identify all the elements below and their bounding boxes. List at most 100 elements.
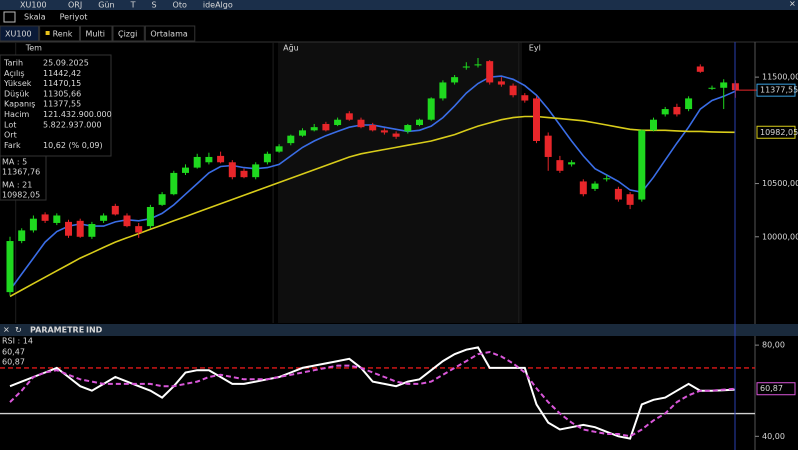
candle-body: [404, 125, 412, 132]
y-tick-label: 11500,00: [762, 73, 798, 82]
candle-body: [322, 123, 330, 131]
candle-body: [299, 130, 306, 136]
candle-body: [509, 85, 517, 96]
candle-body: [6, 241, 14, 293]
indicator-bar: [0, 324, 798, 336]
tab[interactable]: [0, 25, 40, 42]
info-label: Kapanış: [4, 100, 35, 109]
indicator-subtitle: IND: [86, 326, 103, 335]
candle-body: [614, 188, 622, 200]
candle-body: [263, 153, 271, 163]
candle-body: [556, 160, 564, 171]
info-value: 25.09.2025: [43, 59, 89, 68]
candle-body: [579, 181, 587, 195]
candle-body: [369, 125, 377, 131]
toolbar-item[interactable]: Gün: [98, 1, 114, 10]
info-label: Düşük: [4, 89, 29, 98]
y-tick-label: 10500,00: [762, 179, 798, 188]
candle-body: [100, 215, 108, 221]
candle-body: [228, 162, 236, 178]
candle-body: [29, 218, 37, 231]
candle-body: [638, 130, 646, 200]
candle-body: [661, 109, 669, 115]
candle-body: [474, 64, 482, 66]
symbol[interactable]: XU100: [20, 1, 47, 10]
info-value: 11470,15: [43, 79, 81, 88]
candle-body: [439, 82, 447, 99]
candle-body: [146, 206, 154, 227]
candle-body: [591, 183, 599, 189]
rsi-legend-value: 60,87: [2, 358, 25, 367]
menu-item[interactable]: Skala: [24, 13, 46, 22]
candle-body: [380, 130, 388, 133]
info-box: [0, 54, 112, 157]
tab-label[interactable]: Renk: [53, 30, 73, 39]
value-box: [756, 382, 796, 396]
candle-body: [205, 156, 213, 163]
menu-item[interactable]: Periyot: [60, 13, 88, 22]
value-box: [756, 83, 796, 97]
toolbar-item[interactable]: ORJ: [68, 1, 82, 10]
info-value: 11305,66: [43, 89, 81, 98]
candle-body: [65, 221, 72, 236]
y-tick-label: 10000,00: [762, 232, 798, 241]
toolbar: [0, 0, 798, 10]
candle-body: [88, 224, 96, 237]
candle-body: [287, 135, 295, 144]
tab[interactable]: [112, 25, 145, 42]
close-button[interactable]: ✕: [789, 0, 796, 9]
info-value: 11442,42: [43, 69, 81, 78]
candle-body: [673, 106, 681, 115]
ma-legend-value: 11367,76: [2, 168, 40, 177]
toolbar-item[interactable]: S: [151, 1, 156, 10]
rsi-legend-value: 60,47: [2, 348, 25, 357]
candle-body: [720, 82, 728, 88]
candle-body: [497, 81, 505, 85]
value-box-label: 11377,55: [760, 86, 798, 95]
tab-label[interactable]: Multi: [85, 30, 105, 39]
candle-body: [650, 119, 657, 131]
info-value: 11377,55: [43, 100, 81, 109]
tab-label[interactable]: XU100: [5, 30, 32, 39]
series-line: [9, 346, 736, 440]
tab[interactable]: [39, 25, 80, 42]
candle-body: [53, 215, 61, 223]
tab[interactable]: [144, 25, 196, 42]
toolbar-item[interactable]: T: [130, 1, 136, 10]
candle-body: [416, 119, 423, 126]
candle-body: [310, 127, 318, 131]
candle-body: [18, 230, 26, 242]
candle-body: [345, 113, 353, 120]
info-label: Ort: [4, 131, 17, 140]
close-icon[interactable]: ✕: [3, 326, 10, 335]
info-label: Fark: [4, 141, 21, 150]
save-icon[interactable]: [3, 11, 16, 23]
candle-body: [486, 61, 494, 83]
toolbar-item[interactable]: Oto: [173, 1, 187, 10]
info-label: Açılış: [4, 69, 25, 78]
x-tick-label: Ağu: [283, 44, 299, 53]
candle-body: [696, 66, 704, 72]
value-box-label: 10982,05: [760, 128, 798, 137]
x-tick-label: Tem: [25, 44, 42, 53]
tab-label[interactable]: Çizgi: [118, 30, 137, 39]
candle-body: [76, 220, 84, 237]
ma-legend-name: MA : 5: [2, 158, 27, 167]
candle-body: [158, 194, 166, 205]
info-rows: Tarih 25.09.2025 Açılış 11442,42 Yüksek 11470…: [3, 59, 112, 150]
price-chart: 11500,00 10500,00 10000,00 Tem Ağu Eyl 11377,5…: [6, 42, 798, 323]
ma-legend-value: 10982,05: [2, 191, 40, 200]
candle-body: [170, 172, 178, 195]
toolbar-item[interactable]: ideAlgo: [203, 1, 233, 10]
refresh-icon[interactable]: ↻: [15, 326, 22, 335]
tab[interactable]: [79, 25, 113, 42]
candle-body: [626, 194, 634, 205]
candle-body: [708, 87, 716, 89]
candle-body: [41, 214, 49, 221]
tab-label[interactable]: Ortalama: [150, 30, 188, 39]
series-line: [9, 115, 736, 298]
